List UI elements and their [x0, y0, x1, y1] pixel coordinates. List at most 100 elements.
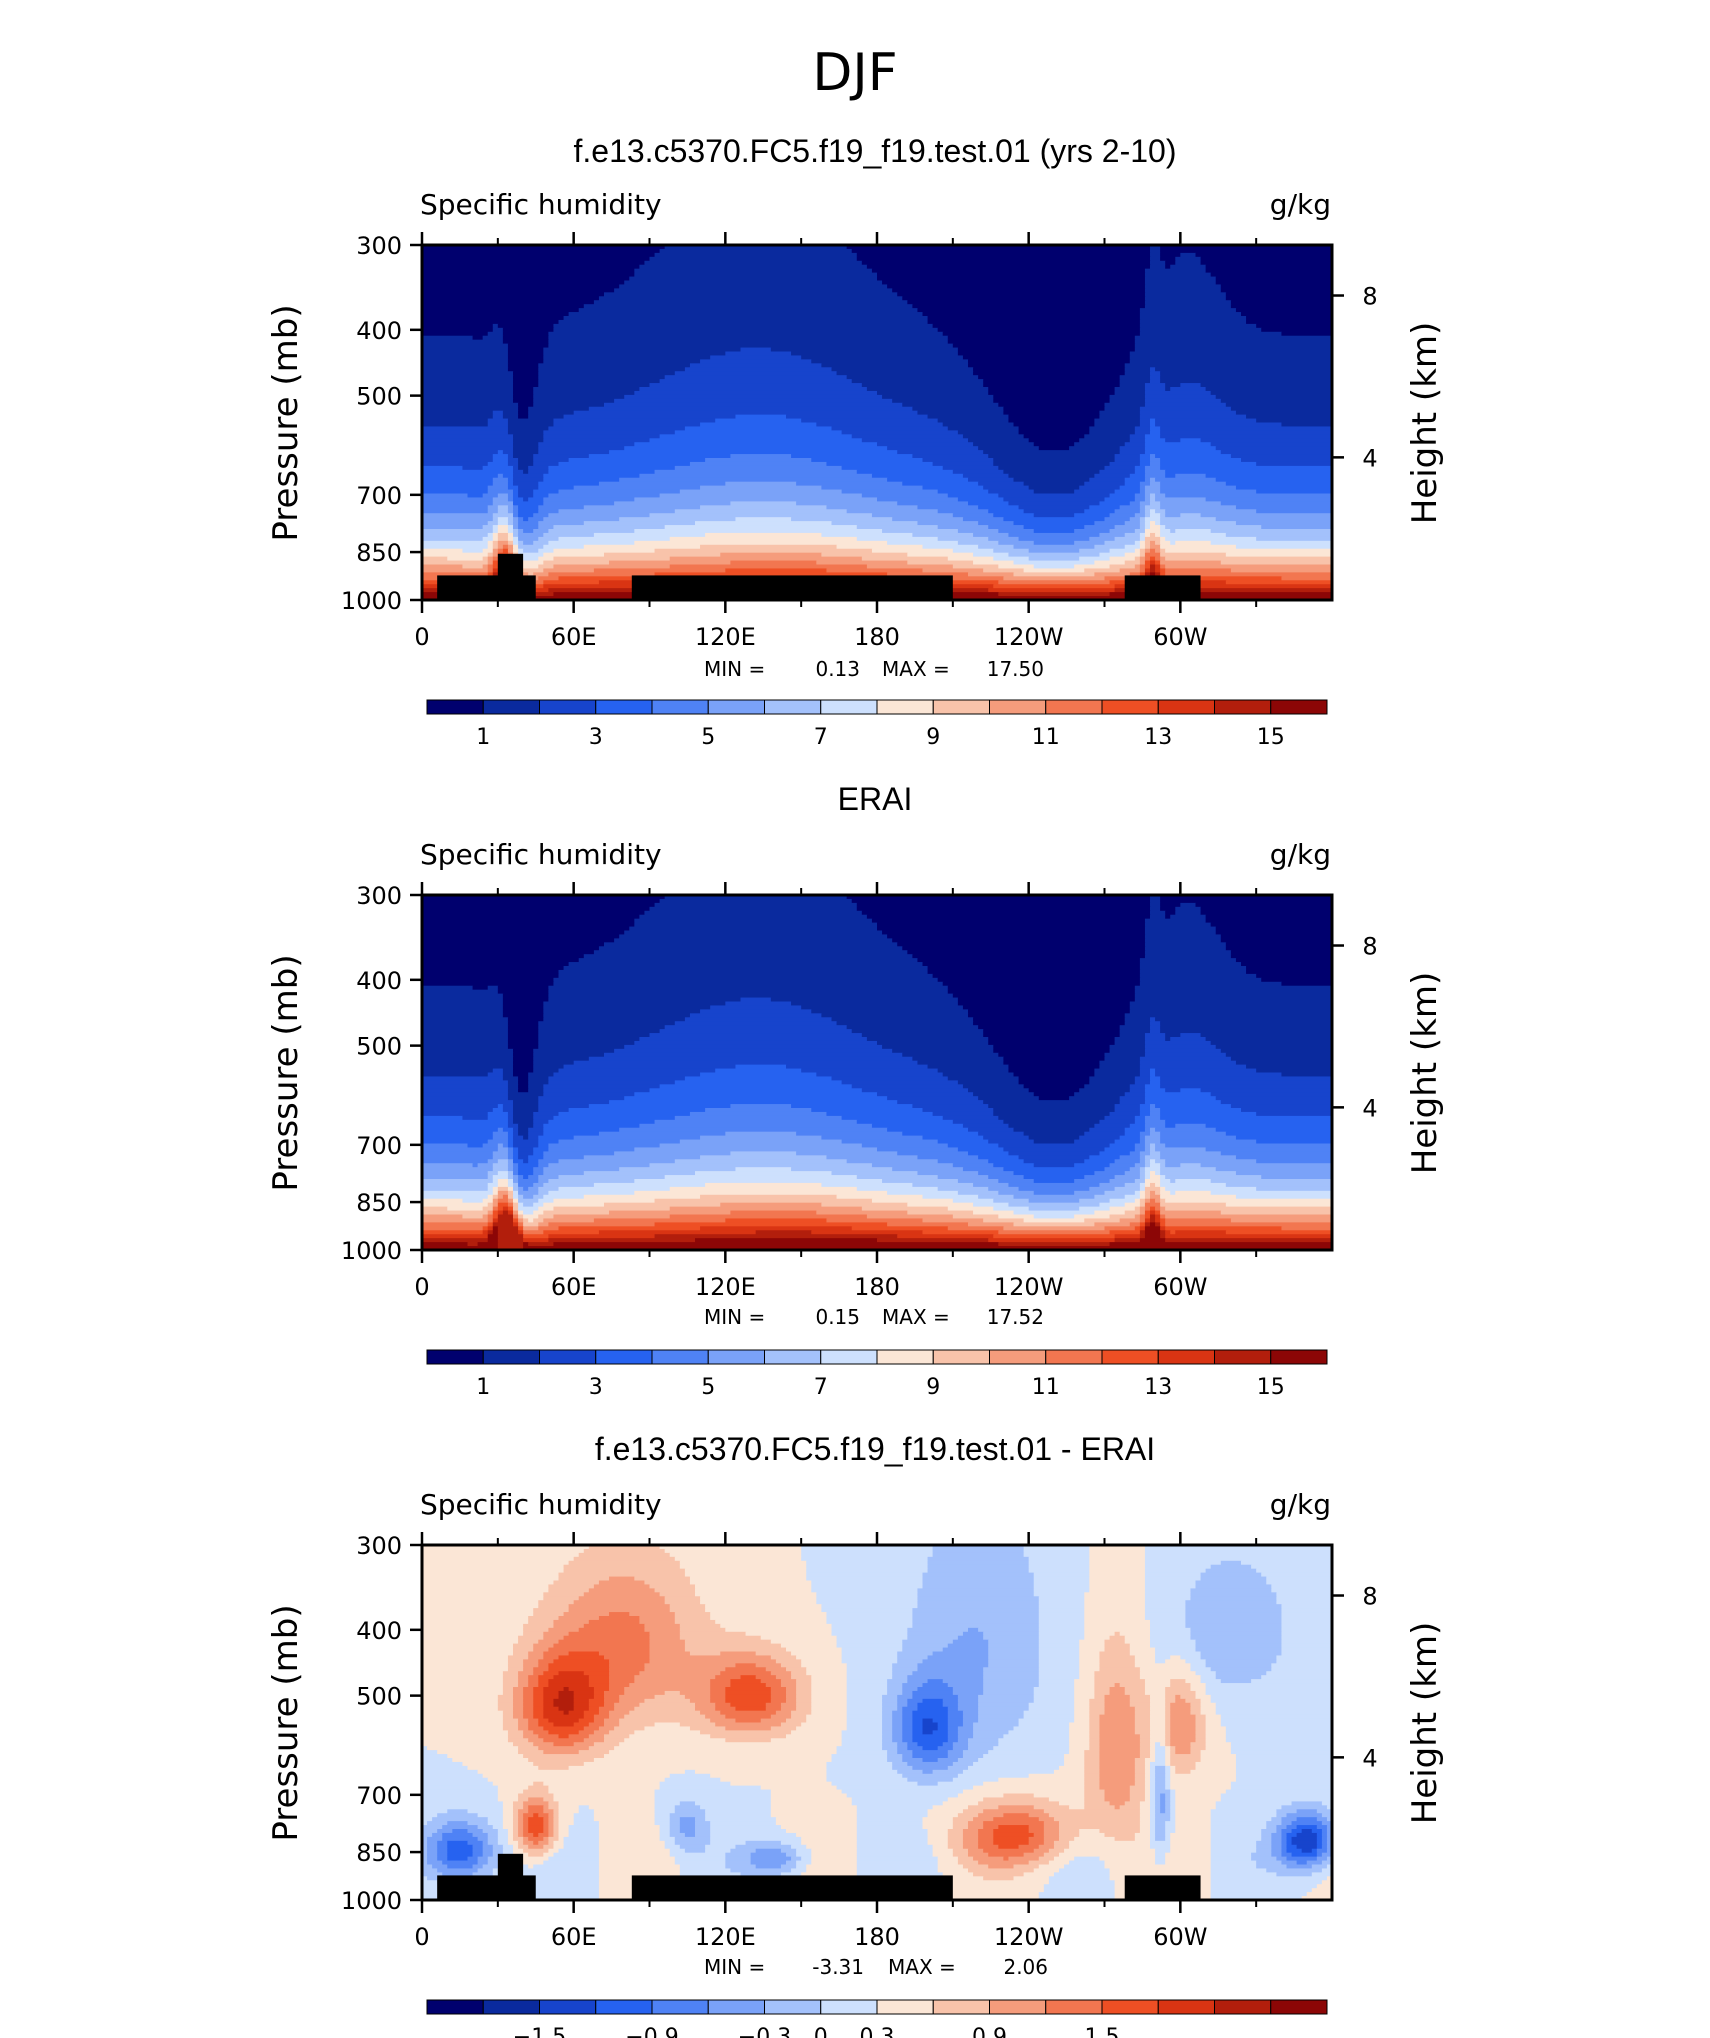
contour-band [1124, 1131, 1141, 1137]
contour-band [957, 1738, 969, 1743]
contour-band [1144, 918, 1207, 924]
contour-band [558, 1813, 575, 1818]
contour-band [1124, 481, 1141, 487]
contour-band [1155, 1789, 1171, 1795]
contour-band [573, 1817, 595, 1822]
contour-band [1286, 1864, 1313, 1870]
contour-band [543, 434, 661, 439]
contour-band [593, 1714, 610, 1720]
contour-band [887, 1758, 903, 1763]
contour-band [1144, 1683, 1171, 1688]
contour-band [523, 1754, 605, 1759]
contour-band [1144, 934, 1222, 939]
contour-band [1185, 1604, 1283, 1609]
contour-band [1165, 576, 1283, 581]
contour-band [720, 552, 822, 558]
x-tick-label: 120E [695, 1273, 756, 1301]
contour-band [1150, 1151, 1161, 1156]
contour-band [1160, 1809, 1166, 1814]
contour-band [1104, 1694, 1131, 1700]
contour-band [1129, 1793, 1146, 1799]
contour-band [1134, 1836, 1151, 1842]
contour-band [912, 1056, 1004, 1062]
contour-band [927, 1840, 949, 1846]
panel-left-label: Specific humidity [420, 188, 662, 221]
contour-band [1008, 1856, 1040, 1862]
contour-band [538, 1025, 666, 1030]
contour-band [422, 509, 489, 514]
contour-band [962, 1631, 984, 1637]
contour-band [507, 544, 514, 550]
contour-band [1210, 1694, 1332, 1700]
contour-band [978, 1844, 999, 1850]
contour-band [422, 497, 494, 502]
contour-band [1165, 1805, 1171, 1810]
contour-band [543, 1631, 570, 1637]
contour-band [558, 1175, 666, 1180]
contour-band [770, 1805, 858, 1810]
contour-band [1069, 1734, 1090, 1739]
contour-band [1018, 505, 1090, 510]
contour-band [507, 418, 555, 424]
contour-band [856, 1860, 939, 1866]
contour-band [973, 1872, 1025, 1877]
contour-band [502, 414, 519, 420]
stats-min-value: 0.13 [815, 657, 860, 681]
contour-band [518, 1088, 529, 1093]
contour-band [573, 1060, 919, 1066]
contour-band [1028, 1088, 1080, 1093]
contour-band [1215, 1671, 1267, 1676]
contour-band [1134, 997, 1332, 1003]
contour-band [614, 1151, 731, 1156]
x-tick-label: 60W [1153, 1923, 1207, 1951]
contour-band [806, 1576, 924, 1582]
contour-band [533, 1761, 585, 1767]
contour-band [973, 1210, 1015, 1216]
contour-band [892, 938, 1146, 943]
contour-band [422, 1864, 433, 1870]
contour-band [796, 501, 898, 506]
contour-band [927, 316, 1141, 321]
contour-band [619, 1718, 711, 1724]
contour-band [1038, 1683, 1075, 1688]
contour-band [1129, 1009, 1332, 1014]
contour-band [1190, 1769, 1237, 1775]
contour-band [1144, 1167, 1161, 1172]
contour-band [684, 1848, 706, 1854]
contour-band [1109, 493, 1136, 499]
contour-band [1139, 1151, 1151, 1156]
contour-band [770, 1690, 787, 1696]
contour-band [513, 548, 519, 554]
contour-band [1165, 1785, 1171, 1791]
contour-band [700, 1194, 838, 1200]
contour-band [482, 1773, 671, 1779]
contour-band [1069, 1860, 1106, 1866]
contour-band [502, 1068, 514, 1074]
contour-band [502, 1844, 514, 1850]
colorbar-box [707, 699, 765, 715]
contour-band [528, 469, 549, 475]
contour-band [502, 1679, 519, 1684]
contour-band [846, 1667, 893, 1672]
contour-band [518, 1746, 539, 1751]
contour-band [1129, 501, 1141, 506]
contour-band [513, 497, 524, 502]
contour-band [1165, 564, 1332, 570]
contour-band [507, 1186, 514, 1192]
colorbar-box [989, 1349, 1047, 1365]
contour-band [1023, 1852, 1045, 1858]
contour-band [492, 1155, 509, 1160]
contour-band [1165, 536, 1257, 542]
contour-band [1281, 1226, 1332, 1231]
contour-band [422, 902, 656, 908]
contour-band [497, 1702, 514, 1708]
contour-band [422, 1005, 504, 1010]
contour-band [765, 1706, 782, 1712]
contour-band [1084, 568, 1121, 573]
contour-band [1134, 1076, 1151, 1081]
contour-band [482, 1226, 489, 1231]
contour-band [1144, 1092, 1212, 1097]
contour-band [538, 1198, 555, 1204]
contour-band [1144, 1171, 1151, 1176]
